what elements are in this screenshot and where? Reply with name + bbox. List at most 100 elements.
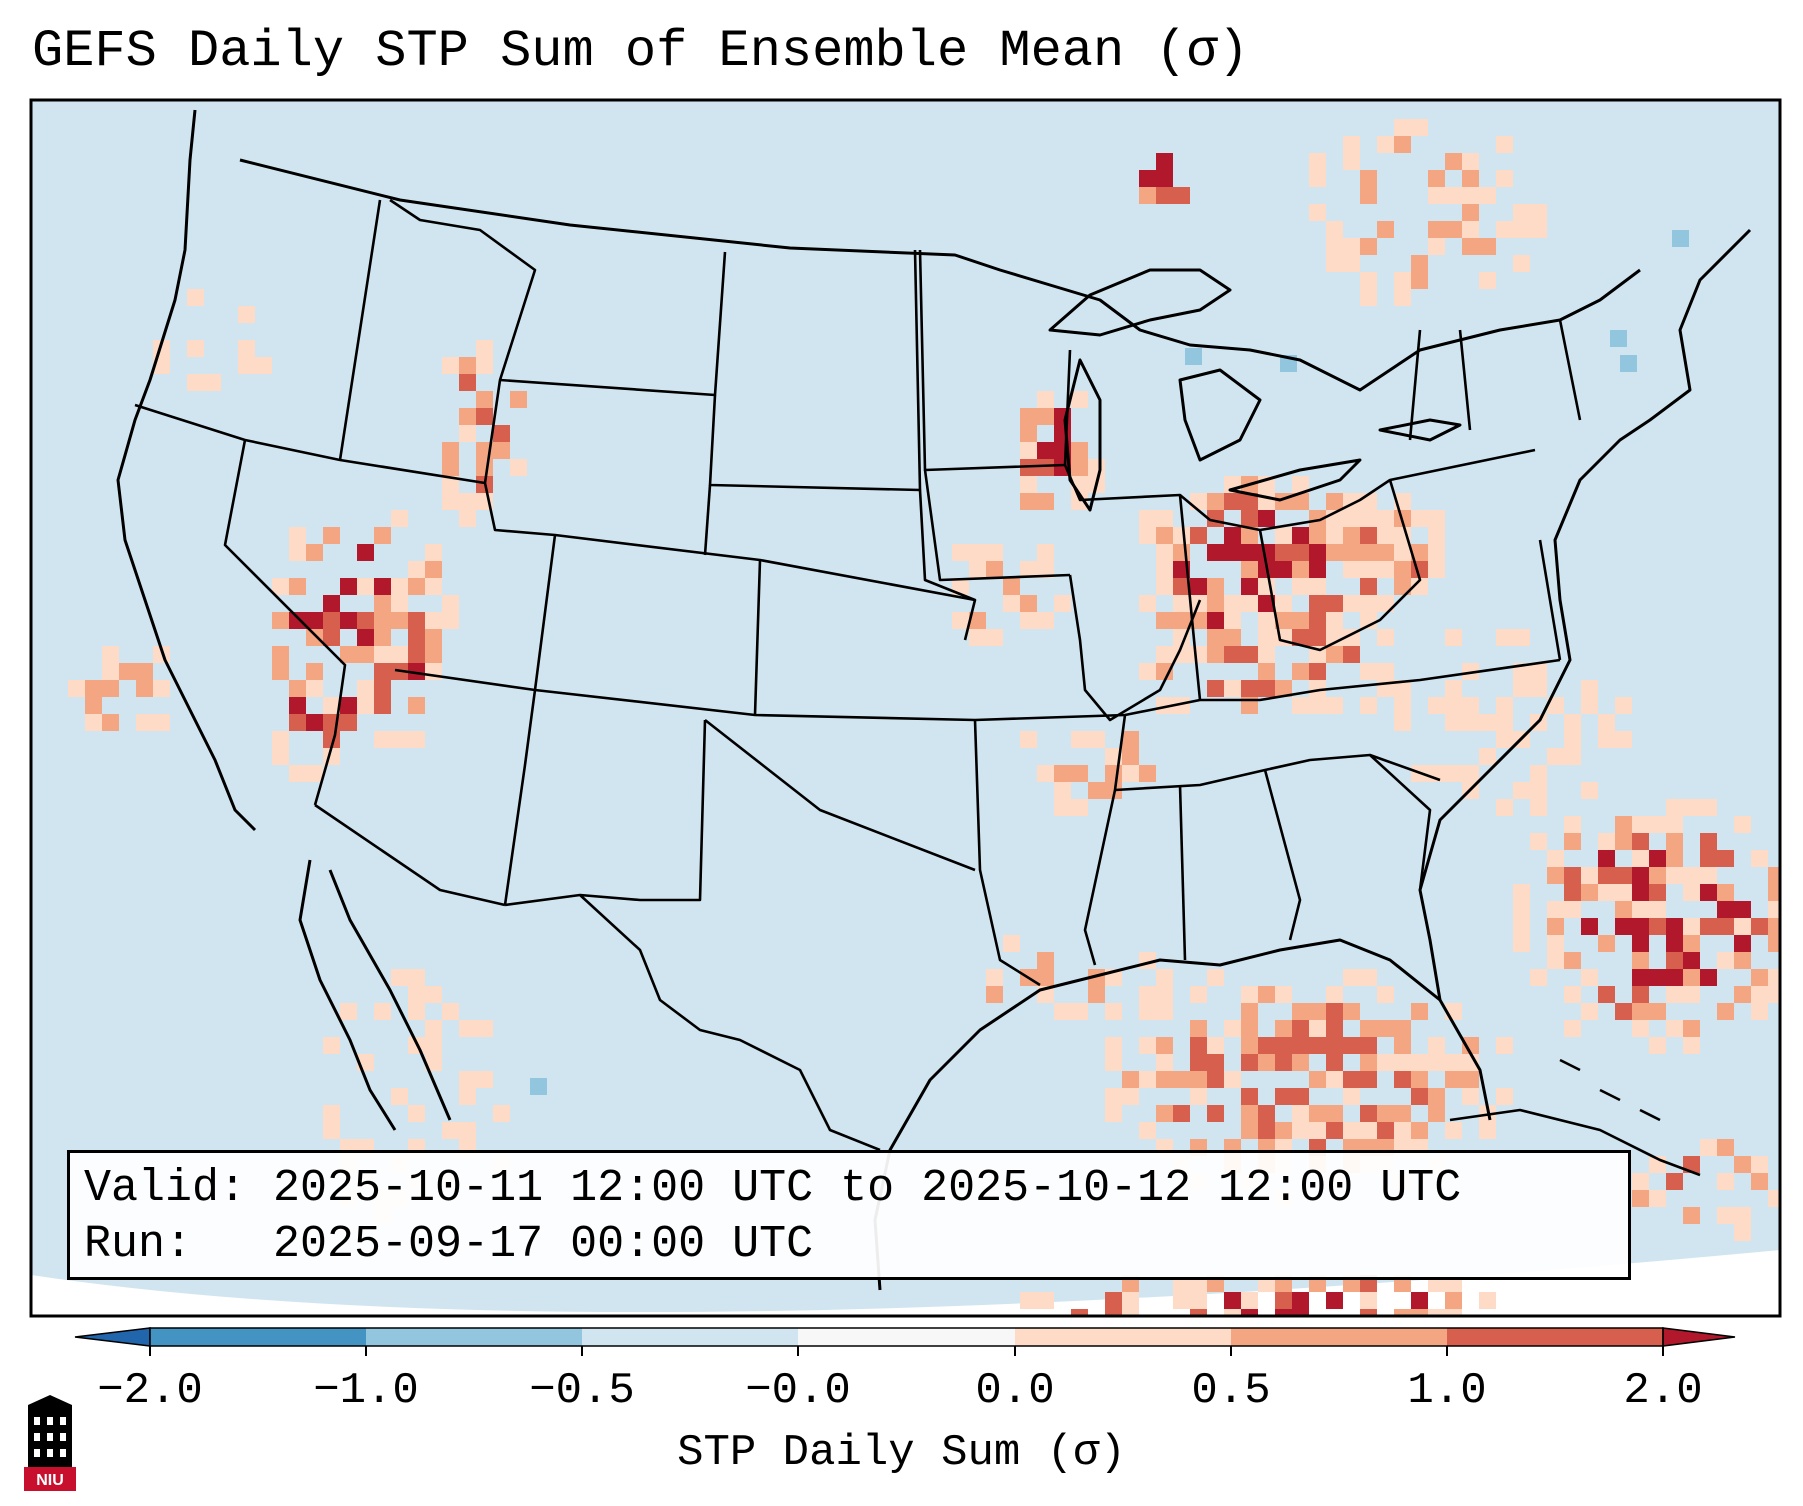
stp-cell <box>1258 646 1275 663</box>
stp-cell <box>1258 1122 1275 1139</box>
stp-cell <box>1275 544 1292 561</box>
map-title: GEFS Daily STP Sum of Ensemble Mean (σ) <box>32 22 1249 81</box>
stp-cell <box>1020 561 1037 578</box>
stp-cell <box>136 663 153 680</box>
valid-time-line: Valid: 2025-10-11 12:00 UTC to 2025-10-1… <box>84 1163 1462 1214</box>
stp-cell <box>493 442 510 459</box>
stp-cell <box>459 1088 476 1105</box>
stp-cell <box>340 612 357 629</box>
stp-cell <box>1309 153 1326 170</box>
stp-cell <box>1241 986 1258 1003</box>
stp-cell <box>1020 595 1037 612</box>
stp-cell <box>1037 561 1054 578</box>
stp-cell <box>1751 1156 1768 1173</box>
stp-cell <box>1105 1003 1122 1020</box>
stp-cell <box>1241 1020 1258 1037</box>
stp-cell <box>1411 578 1428 595</box>
stp-cell <box>1666 935 1683 952</box>
stp-cell <box>1666 952 1683 969</box>
stp-cell <box>1462 1071 1479 1088</box>
stp-cell <box>374 629 391 646</box>
stp-cell <box>102 714 119 731</box>
stp-cell <box>1309 663 1326 680</box>
stp-cell <box>374 595 391 612</box>
stp-cell <box>1360 697 1377 714</box>
stp-cell <box>1190 1020 1207 1037</box>
stp-cell <box>1632 1020 1649 1037</box>
stp-cell <box>1513 901 1530 918</box>
stp-cell <box>1377 527 1394 544</box>
stp-cell <box>1530 799 1547 816</box>
stp-cell <box>1785 935 1802 952</box>
stp-cell <box>1768 901 1780 918</box>
stp-cell <box>1547 935 1564 952</box>
stp-cell <box>1003 595 1020 612</box>
stp-cell <box>374 697 391 714</box>
stp-cell <box>187 374 204 391</box>
stp-cell <box>1224 629 1241 646</box>
stp-cell <box>1649 969 1666 986</box>
stp-cell <box>1020 493 1037 510</box>
stp-cell <box>1377 663 1394 680</box>
stp-cell <box>1156 697 1173 714</box>
stp-cell <box>1326 1054 1343 1071</box>
map-panel[interactable] <box>0 0 1803 1320</box>
stp-cell <box>1156 527 1173 544</box>
stp-cell <box>1530 782 1547 799</box>
stp-cell <box>1105 1309 1122 1316</box>
stp-cell <box>272 578 289 595</box>
stp-cell <box>1666 1020 1683 1037</box>
bahamas-outline <box>1559 1058 1661 1122</box>
stp-cell <box>1581 697 1598 714</box>
stp-cell <box>1224 612 1241 629</box>
stp-cell <box>1445 629 1462 646</box>
stp-cell <box>272 646 289 663</box>
stp-cell <box>1751 986 1768 1003</box>
stp-cell <box>1241 1292 1258 1309</box>
stp-cell <box>1156 1037 1173 1054</box>
stp-cell <box>1173 578 1190 595</box>
stp-cell <box>1071 493 1088 510</box>
stp-cell <box>391 1088 408 1105</box>
stp-cell <box>85 697 102 714</box>
colorbar-tick-label: 2.0 <box>1623 1366 1703 1416</box>
stp-cell <box>1156 986 1173 1003</box>
stp-cell <box>1275 612 1292 629</box>
stp-cell <box>1156 561 1173 578</box>
stp-cell <box>323 612 340 629</box>
stp-cell <box>1326 238 1343 255</box>
stp-cell <box>1343 544 1360 561</box>
stp-cell <box>1122 1088 1139 1105</box>
stp-cell <box>1683 799 1700 816</box>
stp-cell <box>1377 1020 1394 1037</box>
colorbar-extend-high <box>1662 1327 1736 1347</box>
stp-cell <box>1105 1054 1122 1071</box>
stp-cell <box>1292 527 1309 544</box>
stp-cell <box>306 629 323 646</box>
stp-cell <box>1360 1105 1377 1122</box>
stp-cell <box>442 357 459 374</box>
stp-cell <box>102 646 119 663</box>
stp-cell <box>1292 612 1309 629</box>
stp-cell <box>1700 833 1717 850</box>
stp-cell <box>1037 612 1054 629</box>
stp-cell <box>1666 816 1683 833</box>
stp-cell <box>1785 952 1802 969</box>
stp-cell <box>1071 391 1088 408</box>
stp-cell <box>1632 850 1649 867</box>
stp-cell <box>1292 1122 1309 1139</box>
stp-cell <box>1360 1071 1377 1088</box>
stp-cell <box>1632 867 1649 884</box>
map-frame <box>29 98 1782 1318</box>
stp-cell <box>1615 816 1632 833</box>
stp-cell <box>1190 1071 1207 1088</box>
stp-cell <box>238 357 255 374</box>
stp-cell <box>476 1020 493 1037</box>
stp-cell <box>476 408 493 425</box>
stp-cell <box>1241 680 1258 697</box>
stp-cell <box>1581 1003 1598 1020</box>
stp-cell <box>1428 510 1445 527</box>
stp-cell <box>1620 355 1637 372</box>
stp-cell <box>1445 221 1462 238</box>
stp-cell <box>1258 986 1275 1003</box>
